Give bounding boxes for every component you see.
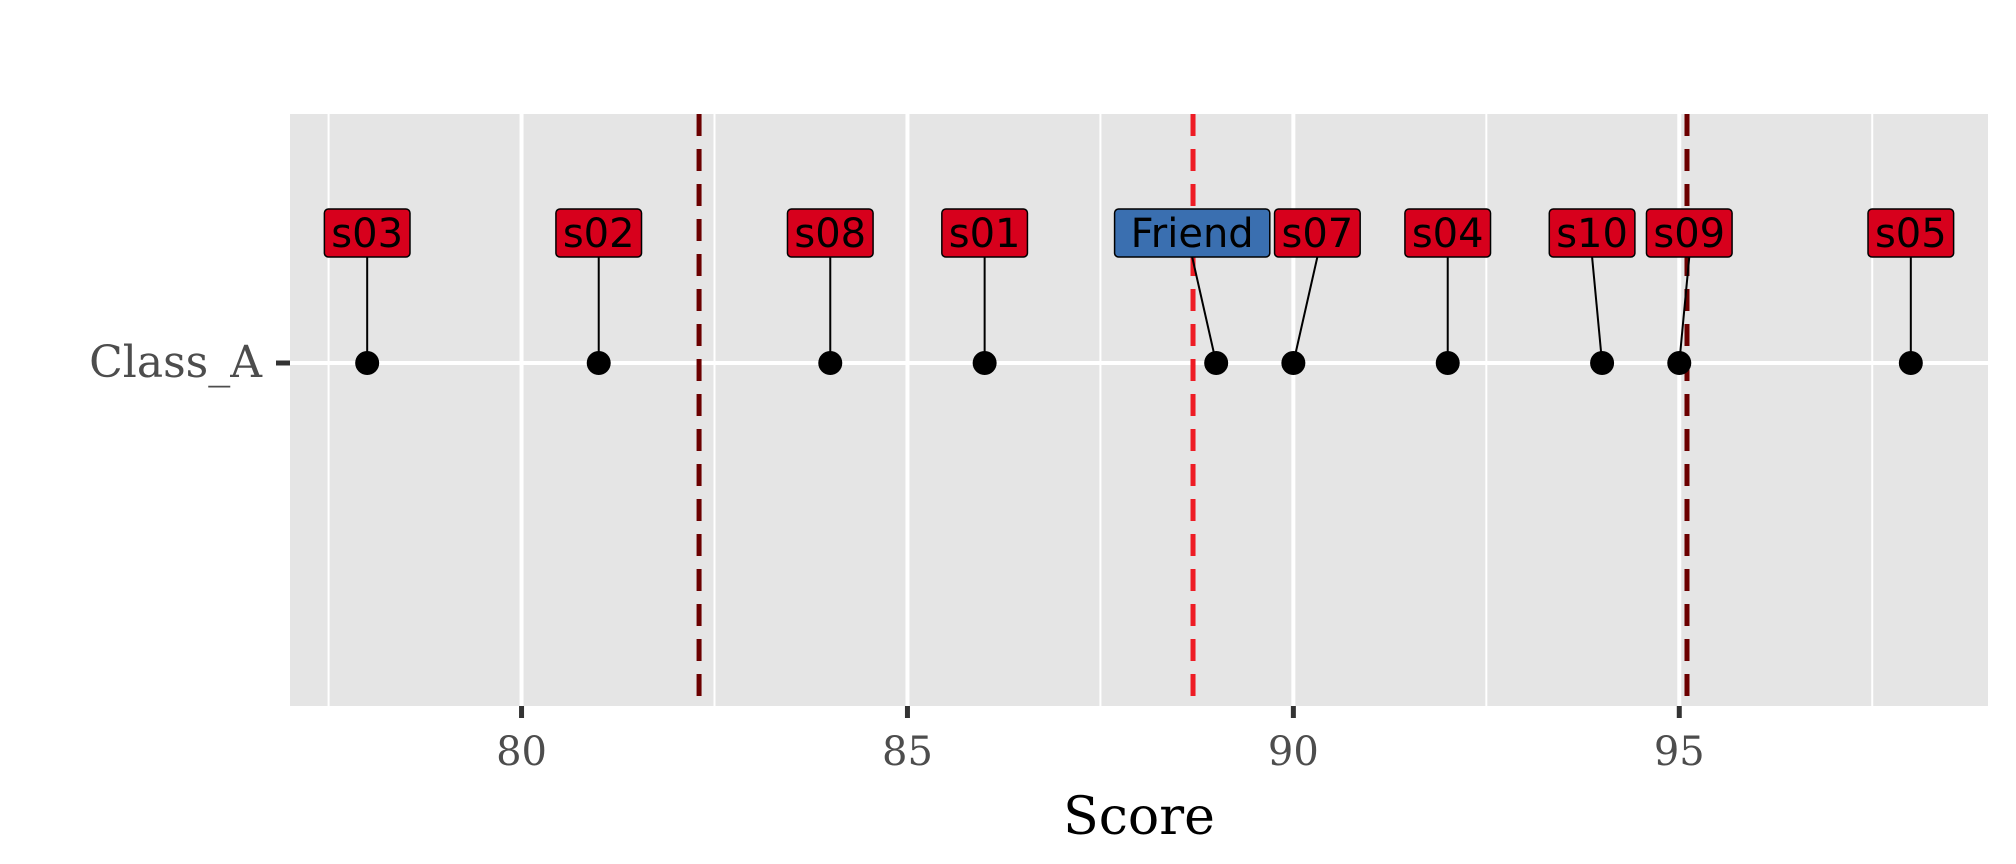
grid-lines [290,114,1988,706]
data-point [1204,351,1229,375]
x-tick-label: 90 [1268,729,1319,775]
data-points [355,351,1923,375]
label-leader-line [1591,256,1604,364]
x-axis: 80 85 90 95 [496,706,1705,775]
point-label-text: s04 [1412,211,1484,257]
data-point [818,351,843,375]
point-label-text: s02 [563,211,635,257]
point-label: s01 [941,208,1029,258]
x-tick-label: 95 [1654,729,1705,775]
point-label-text: s03 [331,211,403,257]
point-label-box [1645,208,1733,258]
data-point [1590,351,1615,375]
point-label: s10 [1548,208,1636,258]
point-label-box [1273,208,1361,258]
point-label-box [323,208,411,258]
point-label-text: s09 [1653,211,1725,257]
point-label-box [1548,208,1636,258]
y-tick-label: Class_A [89,337,263,388]
data-point [972,351,997,375]
point-label-box [1867,208,1955,258]
label-leader-line [1678,256,1691,364]
point-label-box [555,208,643,258]
x-axis-title: Score [1063,787,1215,847]
point-label: Friend [1113,208,1271,258]
point-label-box [786,208,874,258]
label-leader-line [1292,256,1319,364]
point-label: s09 [1645,208,1733,258]
reference-lines [696,114,1690,706]
x-tick-label: 85 [882,729,933,775]
data-point [586,351,611,375]
data-point [355,351,380,375]
data-point [1281,351,1306,375]
point-label-box [1404,208,1492,258]
data-point [1667,351,1692,375]
point-label-text: Friend [1131,211,1254,257]
point-label-text: s05 [1875,211,1947,257]
point-label-box [941,208,1029,258]
point-labels: s03 s02 s08 s01 Friend s07 s04 s10 s09 s05 [323,208,1955,258]
point-label: s08 [786,208,874,258]
y-axis: Class_A [89,337,290,388]
point-label: s02 [555,208,643,258]
point-label-text: s07 [1281,211,1353,257]
data-point [1435,351,1460,375]
point-label: s04 [1404,208,1492,258]
label-leader-line [1191,256,1218,364]
point-label-text: s10 [1556,211,1628,257]
label-leader-lines [366,256,1912,364]
plot-panel [290,114,1988,706]
point-label: s07 [1273,208,1361,258]
point-label: s03 [323,208,411,258]
x-tick-label: 80 [496,729,547,775]
point-label-box [1113,208,1271,258]
point-label-text: s08 [794,211,866,257]
point-label: s05 [1867,208,1955,258]
point-label-text: s01 [949,211,1021,257]
data-point [1898,351,1923,375]
